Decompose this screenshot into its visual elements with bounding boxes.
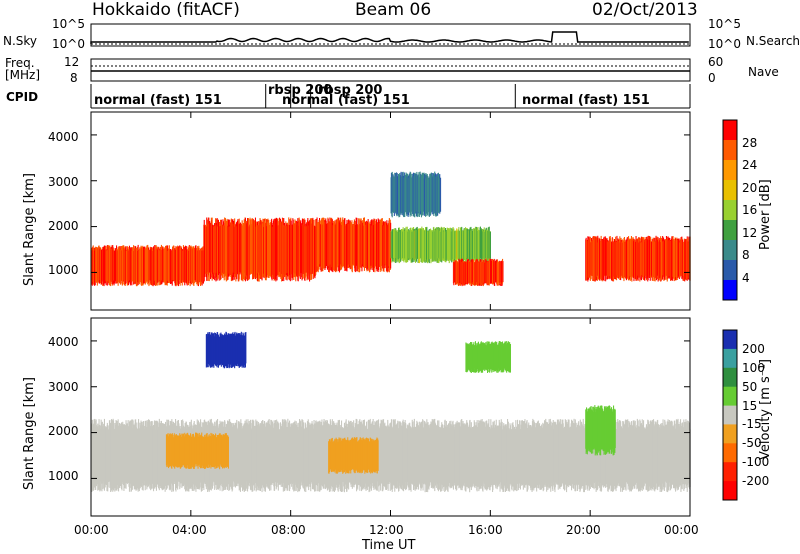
power-colorbar-tick: 16 <box>742 203 758 217</box>
power-colorbar-tick: 12 <box>742 226 758 240</box>
freq-label-1: Freq. <box>5 56 35 70</box>
freq-tick-bottom: 8 <box>70 71 78 85</box>
velocity-colorbar-tick: -100 <box>742 455 770 469</box>
power-colorbar-tick: 28 <box>742 136 758 150</box>
velocity-colorbar-swatch <box>723 348 737 369</box>
freq-tick-top: 12 <box>64 55 80 69</box>
xtick-6: 00:00 <box>664 523 699 537</box>
beam-title: Beam 06 <box>355 0 432 20</box>
cpid-segment-3: normal (fast) 151 <box>282 93 410 108</box>
noise-tick-right-top: 10^5 <box>708 17 741 31</box>
xtick-1: 04:00 <box>172 523 207 537</box>
freq-panel-frame <box>90 58 691 82</box>
velocity-colorbar-tick: -200 <box>742 474 770 488</box>
cpid-label: CPID <box>6 90 39 104</box>
velocity-cell <box>227 437 229 469</box>
noise-tick-right-bottom: 10^0 <box>708 37 741 51</box>
xlabel: Time UT <box>362 538 416 553</box>
velocity-colorbar-swatch <box>723 462 737 482</box>
noise-tick-left-bottom: 10^0 <box>52 37 85 51</box>
velocity-ytick-3000: 3000 <box>48 380 79 394</box>
power-colorbar-tick: 24 <box>742 158 758 172</box>
velocity-ytick-1000: 1000 <box>48 469 79 483</box>
noise-panel-frame <box>90 23 691 47</box>
velocity-colorbar-swatch <box>723 443 737 463</box>
xtick-3: 12:00 <box>369 523 404 537</box>
power-cell <box>502 261 504 283</box>
noise-sky-line <box>90 31 689 44</box>
velocity-colorbar-swatch <box>723 405 737 425</box>
velocity-cell <box>509 344 511 373</box>
power-colorbar-tick: 4 <box>742 271 750 285</box>
velocity-colorbar-tick: 15 <box>742 399 758 413</box>
cpid-segment-4: rbsp 200 <box>318 83 383 98</box>
cpid-segment-2: rbsp 200 <box>268 83 333 98</box>
velocity-cell <box>377 440 379 471</box>
nave-label: Nave <box>748 65 779 79</box>
power-colorbar-tick: 20 <box>742 181 758 195</box>
velocity-colorbar-frame <box>722 329 738 501</box>
velocity-colorbar-swatch <box>723 367 737 388</box>
power-colorbar-swatch <box>723 280 737 301</box>
freq-label-2: [MHz] <box>5 68 41 82</box>
power-colorbar-swatch <box>723 160 737 181</box>
power-colorbar-swatch <box>723 260 737 281</box>
nave-tick-bottom: 0 <box>708 71 716 85</box>
cpid-segment-5: normal (fast) 151 <box>522 93 650 108</box>
velocity-ytick-4000: 4000 <box>48 335 79 349</box>
velocity-colorbar-tick: -15 <box>742 417 762 431</box>
power-colorbar-swatch <box>723 240 737 261</box>
power-cell <box>440 177 442 212</box>
power-cell <box>489 231 491 259</box>
nsky-label: N.Sky <box>3 34 38 48</box>
power-colorbar-swatch <box>723 220 737 241</box>
velocity-colorbar-tick: -50 <box>742 436 762 450</box>
xtick-5: 20:00 <box>566 523 601 537</box>
velocity-cell <box>245 332 247 364</box>
velocity-colorbar-swatch <box>723 481 737 501</box>
velocity-ytick-2000: 2000 <box>48 424 79 438</box>
date-title: 02/Oct/2013 <box>592 0 698 20</box>
power-ytick-1000: 1000 <box>48 263 79 277</box>
cpid-segment-1: normal (fast) 151 <box>94 93 222 108</box>
velocity-colorbar-swatch <box>723 330 737 350</box>
nave-tick-top: 60 <box>708 55 724 69</box>
power-colorbar-frame <box>722 119 738 301</box>
velocity-cell <box>614 409 616 448</box>
power-colorbar-swatch <box>723 140 737 161</box>
power-ytick-2000: 2000 <box>48 219 79 233</box>
velocity-colorbar-tick: 100 <box>742 361 765 375</box>
power-colorbar-tick: 8 <box>742 248 750 262</box>
power-ytick-3000: 3000 <box>48 175 79 189</box>
nsearch-label: N.Search <box>746 34 800 48</box>
velocity-colorbar-swatch <box>723 386 737 407</box>
power-colorbar-swatch <box>723 200 737 221</box>
xtick-0: 00:00 <box>74 523 109 537</box>
noise-tick-left-top: 10^5 <box>52 17 85 31</box>
station-title: Hokkaido (fitACF) <box>92 0 240 20</box>
velocity-colorbar-tick: 200 <box>742 342 765 356</box>
power-colorbar-swatch <box>723 120 737 141</box>
velocity-colorbar-swatch <box>723 424 737 444</box>
xtick-2: 08:00 <box>271 523 306 537</box>
xtick-4: 16:00 <box>468 523 503 537</box>
power-ytick-4000: 4000 <box>48 130 79 144</box>
velocity-colorbar-tick: 50 <box>742 380 758 394</box>
power-colorbar-swatch <box>723 180 737 201</box>
